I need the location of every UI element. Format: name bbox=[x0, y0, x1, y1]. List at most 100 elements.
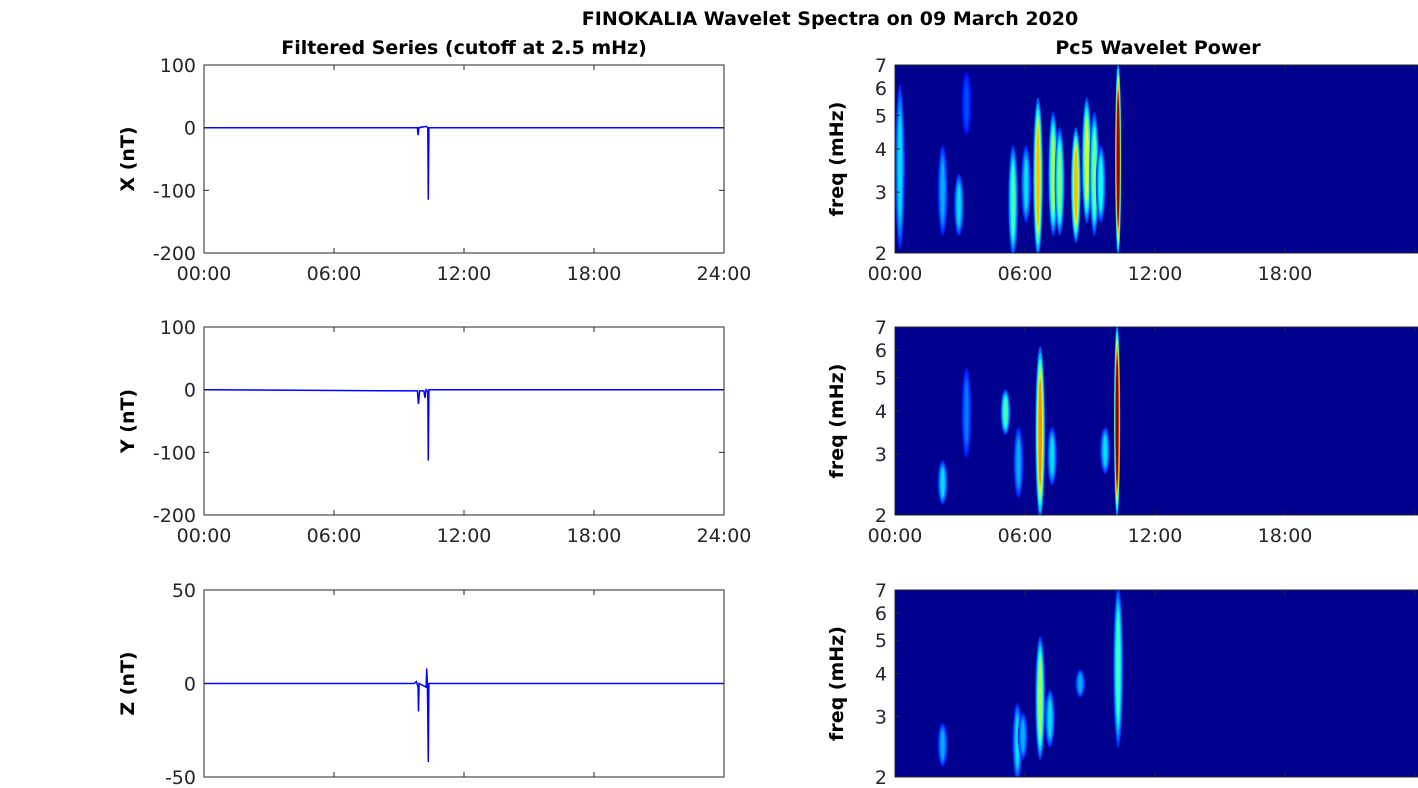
y-tick-label: 100 bbox=[160, 317, 196, 339]
axes-box bbox=[203, 64, 725, 254]
power-blob bbox=[1000, 389, 1011, 436]
y-tick-label: 7 bbox=[875, 580, 887, 602]
power-blob bbox=[1035, 346, 1046, 515]
series-line bbox=[204, 125, 724, 200]
y-axis-label: freq (mHz) bbox=[826, 364, 848, 479]
axes-box bbox=[894, 326, 1418, 516]
x-tick-label: 18:00 bbox=[1258, 263, 1313, 285]
x-tick-label: 18:00 bbox=[567, 263, 622, 285]
heatmap-background bbox=[895, 327, 1418, 515]
power-blob bbox=[1008, 144, 1019, 253]
x-tick-label: 06:00 bbox=[307, 263, 362, 285]
line-panel-z: 50 0 -50 Z (nT) bbox=[117, 580, 725, 788]
y-tick-label: -100 bbox=[153, 442, 196, 464]
y-tick-label: -50 bbox=[165, 767, 196, 788]
power-blob bbox=[937, 460, 948, 505]
y-tick-label: 4 bbox=[875, 664, 887, 686]
figure-title: FINOKALIA Wavelet Spectra on 09 March 20… bbox=[582, 8, 1078, 30]
y-tick-label: 5 bbox=[875, 367, 887, 389]
y-tick-label: 4 bbox=[875, 139, 887, 161]
y-tick-label: 6 bbox=[875, 603, 887, 625]
y-tick-label: -200 bbox=[153, 505, 196, 527]
y-tick-label: 3 bbox=[875, 182, 887, 204]
power-blob bbox=[1075, 669, 1086, 698]
y-tick-label: 6 bbox=[875, 340, 887, 362]
x-tick-label: 00:00 bbox=[177, 263, 232, 285]
x-tick-label: 00:00 bbox=[868, 263, 923, 285]
y-tick-label: 2 bbox=[875, 505, 887, 527]
x-tick-label: 18:00 bbox=[1258, 525, 1313, 547]
axes-box bbox=[203, 326, 725, 516]
x-tick-label: 06:00 bbox=[307, 525, 362, 547]
y-tick-label: 3 bbox=[875, 706, 887, 728]
power-blob bbox=[895, 84, 905, 250]
x-tick-label: 06:00 bbox=[998, 525, 1053, 547]
y-axis-label: Y (nT) bbox=[117, 389, 139, 454]
y-axis-label: freq (mHz) bbox=[826, 102, 848, 217]
y-tick-label: 0 bbox=[184, 674, 196, 696]
x-tick-label: 00:00 bbox=[868, 525, 923, 547]
power-blob bbox=[1033, 97, 1043, 253]
y-axis-label: X (nT) bbox=[117, 126, 139, 191]
power-blob bbox=[1013, 427, 1024, 499]
y-tick-label: 5 bbox=[875, 105, 887, 127]
y-tick-label: 5 bbox=[875, 630, 887, 652]
x-tick-label: 12:00 bbox=[437, 263, 492, 285]
wavelet-panel-z: 2 3 4 5 67 freq (mHz) bbox=[826, 580, 1418, 788]
y-tick-label: 2 bbox=[875, 767, 887, 788]
power-blob bbox=[1095, 144, 1106, 224]
axes-box bbox=[894, 589, 1418, 778]
y-tick-label: 7 bbox=[875, 317, 887, 339]
right-column-title: Pc5 Wavelet Power bbox=[1055, 37, 1261, 59]
power-blob bbox=[1044, 689, 1055, 748]
y-tick-label: 100 bbox=[160, 55, 196, 77]
x-tick-label: 24:00 bbox=[697, 525, 752, 547]
power-blob bbox=[1054, 127, 1065, 237]
power-blob bbox=[1017, 712, 1028, 761]
x-tick-label: 18:00 bbox=[567, 525, 622, 547]
heatmap-background bbox=[895, 590, 1418, 777]
x-tick-label: 06:00 bbox=[998, 263, 1053, 285]
axes-box bbox=[894, 64, 1418, 254]
power-blob bbox=[1114, 65, 1122, 253]
y-axis-label: freq (mHz) bbox=[826, 626, 848, 741]
series-line bbox=[204, 668, 724, 763]
power-blob bbox=[1081, 97, 1092, 224]
power-blob bbox=[1035, 636, 1046, 761]
left-column-title: Filtered Series (cutoff at 2.5 mHz) bbox=[281, 37, 647, 59]
y-tick-label: 3 bbox=[875, 444, 887, 466]
y-tick-label: -200 bbox=[153, 243, 196, 265]
power-blob bbox=[953, 173, 964, 237]
y-tick-label: 0 bbox=[184, 380, 196, 402]
power-blob bbox=[937, 144, 948, 237]
power-blob bbox=[1047, 427, 1058, 486]
power-blob bbox=[961, 72, 972, 136]
y-tick-label: 6 bbox=[875, 78, 887, 100]
power-blob bbox=[961, 367, 972, 459]
x-tick-label: 24:00 bbox=[697, 263, 752, 285]
y-tick-label: 2 bbox=[875, 243, 887, 265]
y-tick-label: 0 bbox=[184, 118, 196, 140]
x-tick-label: 12:00 bbox=[437, 525, 492, 547]
power-blob bbox=[1070, 127, 1081, 243]
y-tick-label: -100 bbox=[153, 180, 196, 202]
x-tick-label: 12:00 bbox=[1128, 263, 1183, 285]
power-blob bbox=[1113, 327, 1121, 515]
series-line bbox=[203, 388, 724, 461]
power-blob bbox=[1113, 590, 1124, 748]
y-tick-label: 4 bbox=[875, 401, 887, 423]
x-tick-label: 12:00 bbox=[1128, 525, 1183, 547]
power-blob bbox=[1100, 427, 1111, 474]
power-blob bbox=[937, 722, 948, 767]
x-tick-label: 00:00 bbox=[177, 525, 232, 547]
heatmap-background bbox=[895, 65, 1418, 253]
y-tick-label: 50 bbox=[172, 580, 196, 602]
power-blob bbox=[1021, 144, 1032, 224]
y-tick-label: 7 bbox=[875, 55, 887, 77]
y-axis-label: Z (nT) bbox=[117, 651, 139, 715]
